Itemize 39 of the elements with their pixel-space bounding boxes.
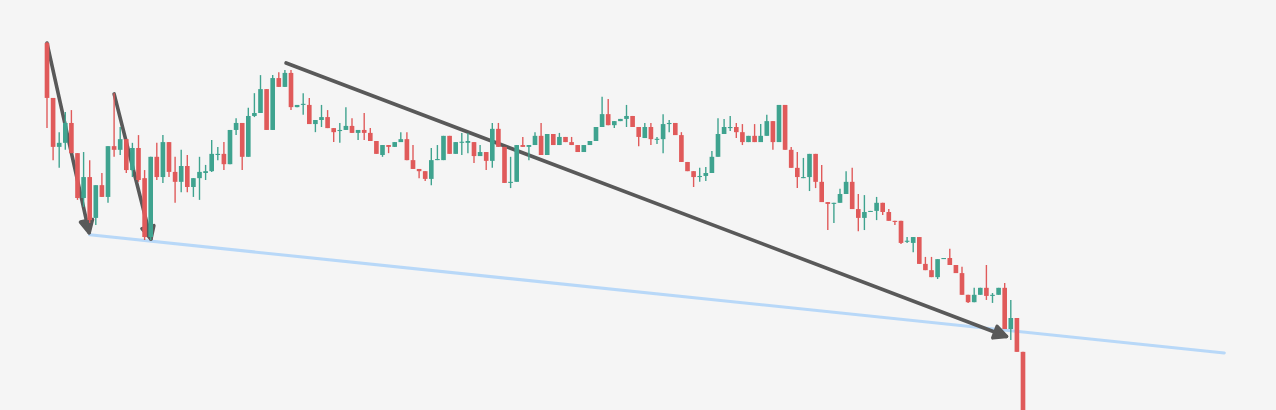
candlestick: [862, 194, 867, 231]
candlestick: [935, 258, 940, 280]
candlestick: [184, 154, 190, 193]
candlestick: [764, 114, 770, 137]
candlestick: [319, 104, 324, 128]
candlestick: [154, 142, 160, 181]
candlestick: [801, 157, 806, 179]
candlestick: [300, 92, 306, 116]
candlestick: [191, 177, 196, 198]
candlestick: [508, 156, 513, 189]
candlestick: [874, 196, 879, 221]
candlestick: [740, 123, 745, 146]
candlestick: [81, 151, 86, 208]
candlestick: [544, 134, 550, 155]
candlestick: [56, 131, 62, 169]
candlestick: [819, 164, 825, 203]
candlestick: [111, 92, 117, 158]
candlestick: [794, 151, 800, 189]
candlestick: [428, 147, 434, 186]
candlestick: [624, 104, 629, 128]
candlestick: [252, 92, 257, 118]
candlestick: [605, 98, 611, 126]
candlestick: [825, 201, 831, 231]
candlestick: [117, 126, 123, 156]
candlestick: [306, 97, 312, 125]
candlestick: [337, 122, 343, 144]
candlestick: [62, 111, 68, 151]
candlestick: [788, 146, 794, 169]
candlestick: [178, 149, 184, 193]
candlestick: [483, 151, 489, 171]
candlestick: [636, 126, 642, 147]
candlestick: [258, 74, 263, 114]
candlestick: [496, 122, 501, 148]
candlestick: [855, 193, 861, 232]
candlestick: [984, 264, 989, 301]
candlestick: [1008, 299, 1014, 341]
candlestick: [130, 142, 135, 178]
candlestick: [361, 112, 367, 141]
candlestick: [807, 153, 812, 192]
